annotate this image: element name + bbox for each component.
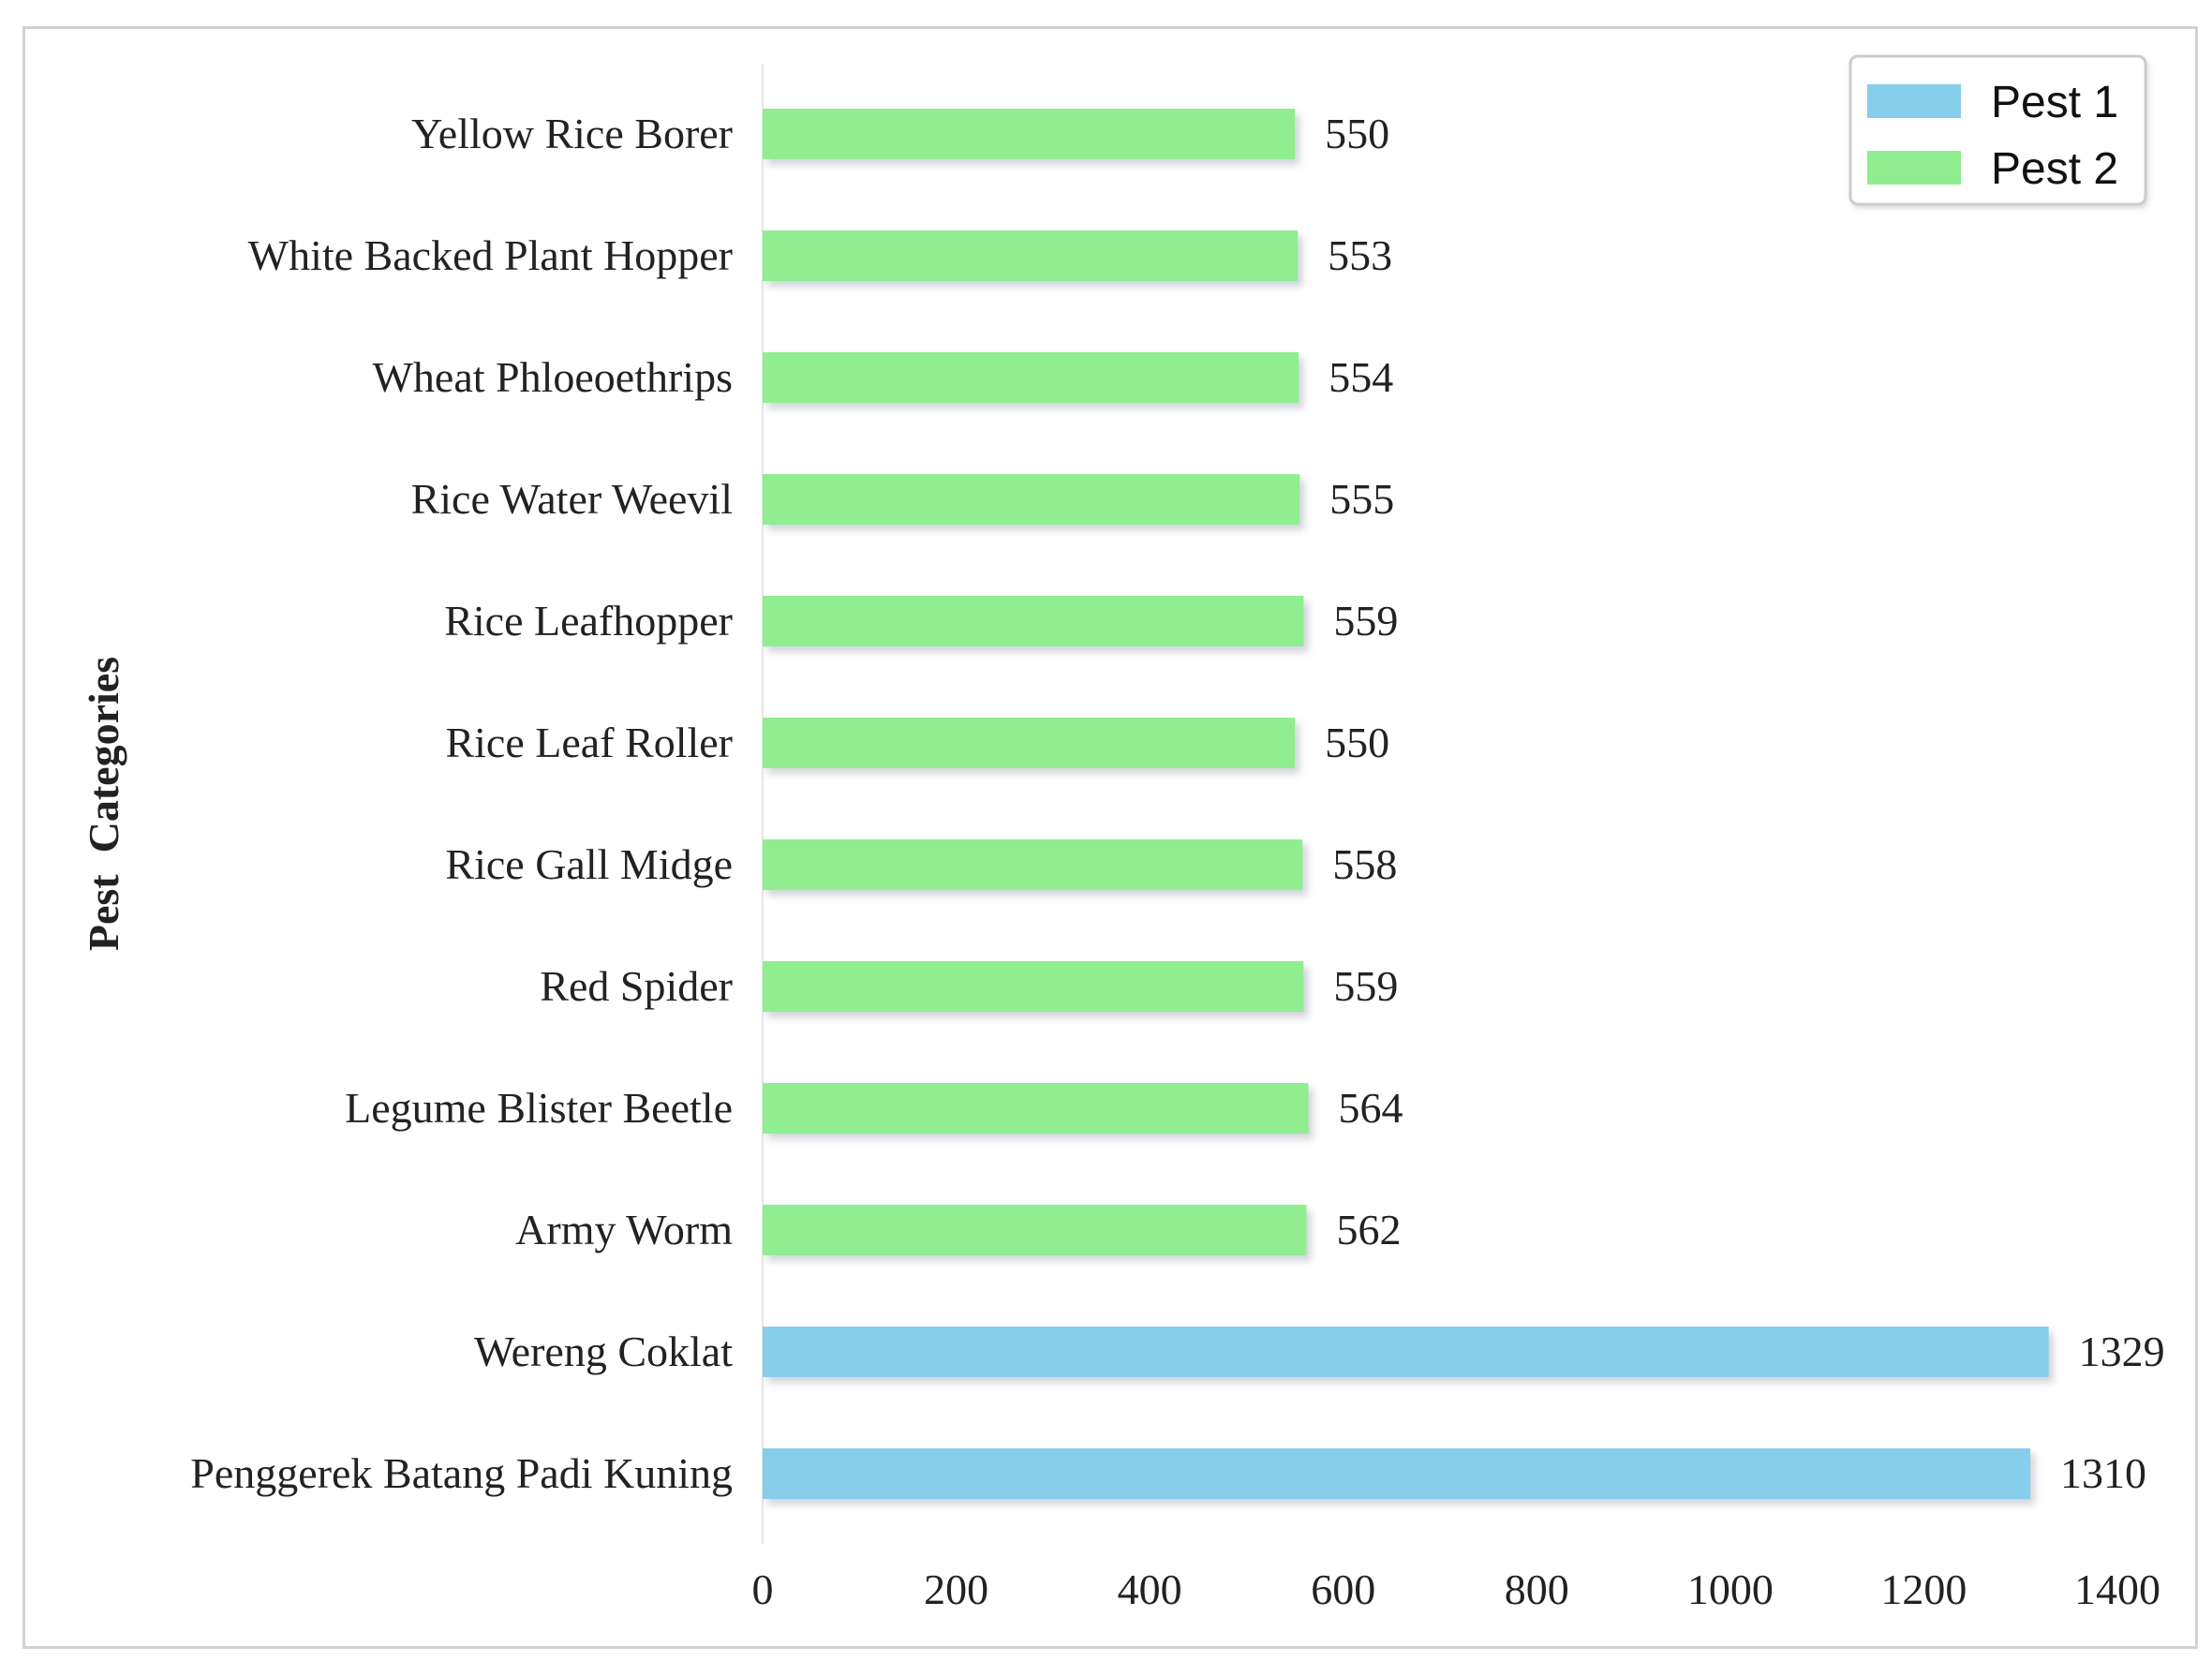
x-tick-labels: 0 200 400 600 800 1000 1200 1400	[752, 1565, 2161, 1613]
bar	[763, 352, 1299, 403]
legend-swatch	[1867, 84, 1961, 118]
category-label: Wereng Coklat	[474, 1327, 733, 1375]
value-label: 1310	[2060, 1449, 2146, 1497]
value-label: 550	[1325, 110, 1389, 157]
x-tick-label: 400	[1118, 1565, 1182, 1613]
bar	[763, 230, 1299, 281]
x-tick-label: 200	[924, 1565, 988, 1613]
bar	[763, 961, 1304, 1012]
category-label: Red Spider	[540, 962, 733, 1010]
value-labels: 550 553 554 555 559 550 558 559 564 562 1329 1310	[1325, 110, 2165, 1497]
category-label: Rice Gall Midge	[445, 840, 733, 888]
bar	[763, 109, 1296, 159]
legend-label: Pest 2	[1991, 144, 2118, 194]
category-label: Rice Leafhopper	[444, 597, 733, 645]
bar	[763, 839, 1303, 890]
category-label: White Backed Plant Hopper	[248, 231, 733, 279]
value-label: 1329	[2079, 1327, 2165, 1375]
legend-label: Pest 1	[1991, 78, 2118, 127]
x-tick-label: 800	[1505, 1565, 1569, 1613]
bar	[763, 474, 1300, 525]
value-label: 553	[1328, 231, 1392, 279]
chart-frame	[22, 26, 2198, 1649]
category-label: Army Worm	[515, 1206, 733, 1253]
category-label: Penggerek Batang Padi Kuning	[190, 1449, 733, 1497]
value-label: 558	[1332, 840, 1397, 888]
x-tick-label: 1200	[1880, 1565, 1967, 1613]
value-label: 559	[1333, 962, 1398, 1010]
bar	[763, 718, 1296, 768]
bar	[763, 1448, 2031, 1499]
bar	[763, 1083, 1309, 1134]
x-tick-label: 1400	[2074, 1565, 2160, 1613]
bar	[763, 1327, 2049, 1377]
y-axis-title: Pest Categories	[80, 657, 127, 951]
x-tick-label: 1000	[1687, 1565, 1774, 1613]
bars-layer	[763, 109, 2049, 1499]
category-label: Rice Water Weevil	[411, 475, 733, 523]
value-label: 554	[1329, 353, 1393, 401]
value-label: 559	[1333, 597, 1398, 645]
value-label: 555	[1329, 475, 1394, 523]
value-label: 564	[1339, 1084, 1403, 1132]
x-tick-label: 600	[1311, 1565, 1375, 1613]
bar	[763, 1205, 1307, 1255]
category-label: Yellow Rice Borer	[411, 110, 733, 157]
bar	[763, 596, 1304, 646]
x-tick-label: 0	[752, 1565, 774, 1613]
legend-swatch	[1867, 151, 1961, 185]
value-label: 550	[1325, 719, 1389, 766]
category-label: Rice Leaf Roller	[445, 719, 733, 766]
value-label: 562	[1336, 1206, 1401, 1253]
category-labels: Yellow Rice Borer White Backed Plant Hopp…	[190, 110, 733, 1497]
legend: Pest 1 Pest 2	[1848, 54, 2147, 206]
category-label: Legume Blister Beetle	[345, 1084, 733, 1132]
category-label: Wheat Phloeoethrips	[372, 353, 733, 401]
